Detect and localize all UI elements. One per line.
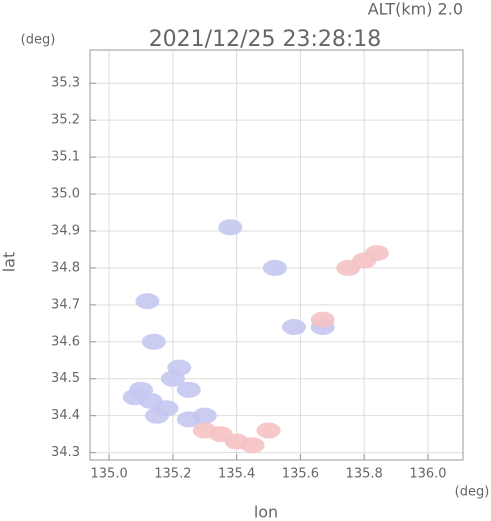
plot-frame (89, 49, 464, 461)
echo-point (256, 422, 281, 439)
y-tick-label: 34.3 (51, 445, 80, 460)
echo-point (336, 259, 361, 276)
x-tick-label: 135.2 (154, 467, 191, 482)
echo-point (122, 389, 147, 406)
x-tick-label: 136.0 (409, 467, 446, 482)
chart-title: 2021/12/25 23:28:18 (149, 27, 382, 52)
x-axis-label: lon (254, 503, 278, 521)
echo-point (310, 311, 335, 328)
echo-point (144, 407, 169, 424)
x-tick-label: 135.4 (218, 467, 255, 482)
echo-point (176, 381, 201, 398)
y-tick-label: 35.1 (51, 150, 80, 165)
y-tick-label: 34.5 (51, 371, 80, 386)
echo-point (218, 219, 243, 236)
echo-point (141, 333, 166, 350)
y-axis-label: lat (0, 252, 19, 273)
y-unit: (deg) (21, 33, 56, 48)
y-tick-label: 34.9 (51, 223, 80, 238)
y-tick-label: 34.8 (51, 260, 80, 275)
x-tick-label: 135.0 (91, 467, 128, 482)
echo-point (192, 407, 217, 424)
echo-point (262, 259, 287, 276)
echo-point (240, 437, 265, 454)
echo-point (167, 359, 192, 376)
echo-point (135, 293, 160, 310)
altitude-label: ALT(km) 2.0 (368, 0, 463, 19)
y-tick-label: 34.7 (51, 297, 80, 312)
echo-point (282, 319, 307, 336)
y-tick-label: 35.3 (51, 76, 80, 91)
y-tick-label: 34.4 (51, 408, 80, 423)
x-tick-label: 135.8 (346, 467, 383, 482)
echo-point (364, 245, 389, 262)
x-unit: (deg) (455, 485, 490, 500)
y-tick-label: 35.0 (51, 187, 80, 202)
y-tick-label: 35.2 (51, 113, 80, 128)
x-tick-label: 135.6 (282, 467, 319, 482)
y-tick-label: 34.6 (51, 334, 80, 349)
echo-point (192, 422, 217, 439)
